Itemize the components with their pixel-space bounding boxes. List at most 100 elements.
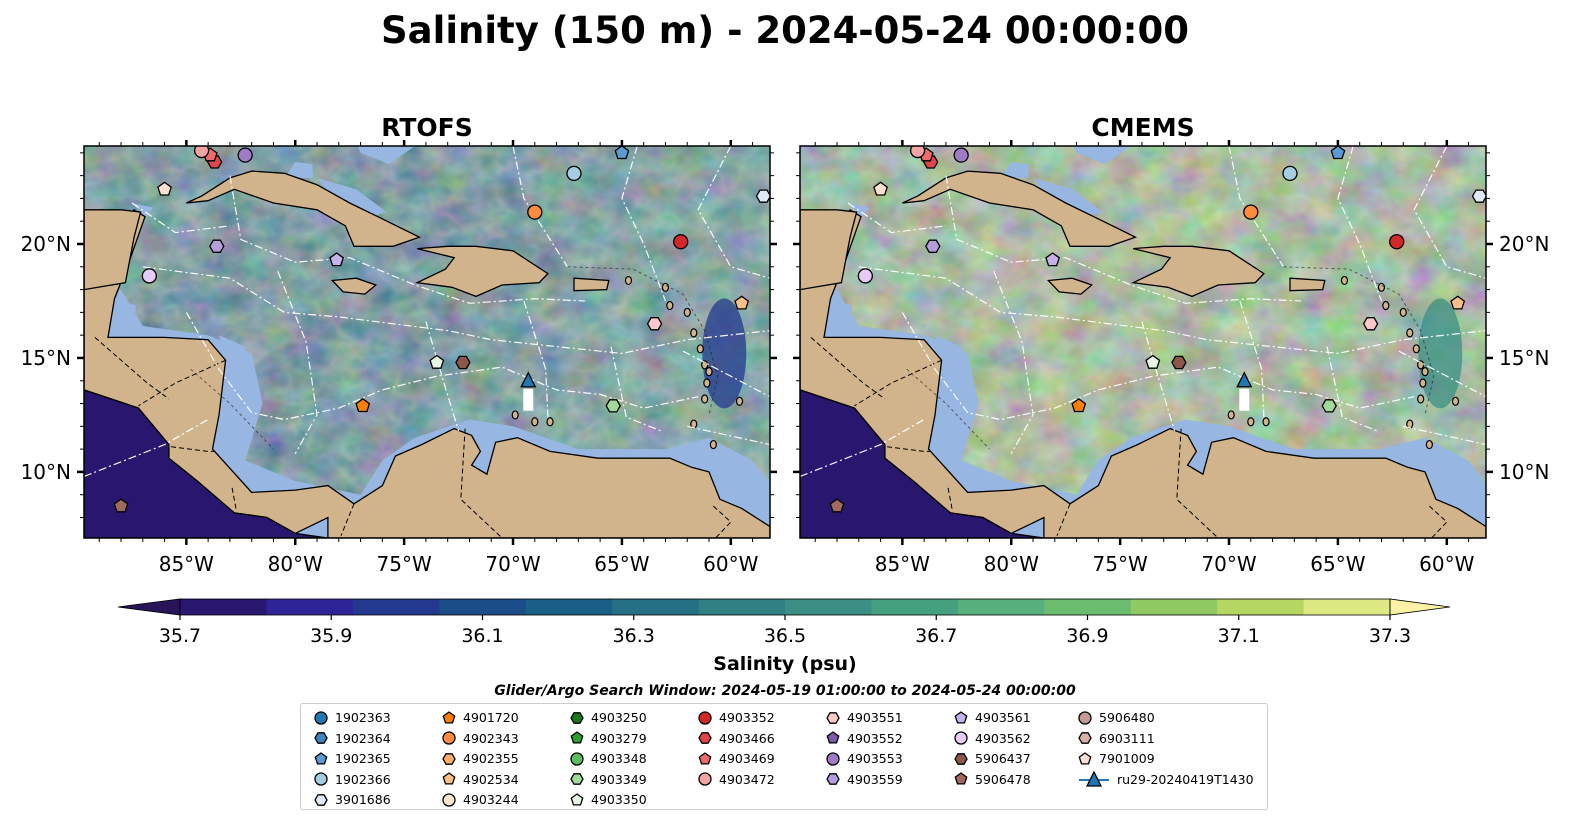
small-island <box>1417 360 1425 370</box>
triangle-marker-icon <box>1079 771 1109 787</box>
lon-tick-label: 85°W <box>159 552 214 576</box>
land-yucatan <box>800 209 858 291</box>
pentagon-marker-icon <box>570 792 584 806</box>
legend-label: 4901720 <box>463 710 519 725</box>
lat-tick-label: 10°N <box>1499 460 1549 484</box>
eez-boundary <box>512 146 569 268</box>
eez-boundary <box>131 202 230 234</box>
colorbar-segment <box>957 599 1045 615</box>
small-island <box>1382 300 1390 311</box>
legend-item: 4903244 <box>441 790 519 809</box>
legend-marker <box>314 710 328 725</box>
glider-track <box>1239 388 1250 411</box>
legend-item: 4903553 <box>825 749 903 768</box>
small-island <box>683 307 691 317</box>
legend-item: 4903466 <box>697 729 775 748</box>
small-island <box>666 300 674 311</box>
float-marker <box>1362 317 1379 331</box>
low-salinity-patch <box>702 298 747 409</box>
legend-item: 5906478 <box>953 770 1031 789</box>
pentagon-marker-icon <box>954 710 968 724</box>
small-island <box>1421 367 1429 377</box>
legend-label: 4903244 <box>463 792 519 807</box>
colorbar-tick-label: 37.3 <box>1369 625 1411 647</box>
legend-marker <box>826 731 840 744</box>
legend-marker <box>826 711 840 724</box>
country-border <box>138 359 226 407</box>
map-frame <box>83 145 771 539</box>
lon-tick-label: 75°W <box>377 552 432 576</box>
country-border <box>854 359 942 407</box>
figure-title: Salinity (150 m) - 2024-05-24 00:00:00 <box>381 9 1189 52</box>
legend-label: 5906480 <box>1099 710 1155 725</box>
legend-label: 4903279 <box>591 730 647 746</box>
legend-item: 4903250 <box>569 708 647 727</box>
rtofs-map-panel: 85°W 80°W 75°W 70°W 65°W 60°W 10°N 15°N 20°N RTOF… <box>21 113 777 576</box>
eez-boundary <box>858 266 1486 355</box>
float-marker <box>829 498 845 513</box>
shelf-area <box>1073 146 1131 165</box>
land-hispaniola <box>1130 245 1265 298</box>
float-marker <box>925 239 941 253</box>
legend-item: 4903350 <box>569 790 647 809</box>
pacific-ocean <box>800 389 1044 538</box>
small-island <box>1227 410 1235 420</box>
hexagon-marker-icon <box>698 732 712 744</box>
legend-marker <box>442 772 456 785</box>
small-island <box>1419 378 1427 388</box>
circle-marker-icon <box>442 731 456 745</box>
float-marker <box>1471 189 1486 203</box>
float-marker <box>734 295 750 310</box>
legend-label: 4903469 <box>719 751 775 766</box>
float-marker <box>1450 295 1466 310</box>
hexagon-marker-icon <box>570 773 584 785</box>
float-marker <box>953 147 969 163</box>
panel-title: CMEMS <box>1091 113 1194 142</box>
legend-item: 3901686 <box>313 790 391 809</box>
legend-item: 4902355 <box>441 749 519 768</box>
pentagon-marker-icon <box>954 772 968 785</box>
small-island <box>511 410 519 420</box>
legend-marker <box>442 752 456 765</box>
pentagon-marker-icon <box>314 751 328 765</box>
eez-boundary <box>901 312 1415 421</box>
circle-marker-icon <box>314 710 328 725</box>
float-marker <box>209 239 225 253</box>
map-frame <box>799 145 1487 539</box>
legend-marker <box>442 792 456 807</box>
circle-marker-icon <box>314 772 328 786</box>
legend-item: 4901720 <box>441 708 519 727</box>
legend-label: 4903552 <box>847 730 903 746</box>
float-marker <box>857 268 873 284</box>
legend-item: 1902363 <box>313 708 391 727</box>
float-marker <box>527 204 543 220</box>
circle-marker-icon <box>570 751 584 766</box>
colorbar-segment <box>1044 599 1132 615</box>
small-island <box>701 394 709 404</box>
shelf-area <box>1000 162 1029 178</box>
float-marker <box>157 181 172 196</box>
legend-marker <box>570 773 584 785</box>
small-island <box>696 344 704 354</box>
legend-marker <box>1078 751 1092 765</box>
pentagon-marker-icon <box>1078 751 1092 765</box>
eez-boundary <box>993 271 1034 454</box>
hexagon-marker-icon <box>826 773 840 785</box>
small-island <box>709 439 717 450</box>
lon-tick-label: 65°W <box>1310 552 1365 576</box>
hexagon-marker-icon <box>826 711 840 724</box>
legend-marker <box>570 731 584 744</box>
float-marker <box>566 165 582 181</box>
search-window-text: Glider/Argo Search Window: 2024-05-19 01… <box>494 683 1076 699</box>
map-area <box>800 146 1486 538</box>
legend-marker <box>1078 710 1092 725</box>
colorbar-segment <box>1130 599 1218 615</box>
colorbar-tick-label: 36.3 <box>613 625 655 647</box>
eez-boundary <box>1141 321 1176 432</box>
colorbar-segment <box>612 599 700 615</box>
colorbar-segment <box>180 599 267 615</box>
legend-item: ru29-20240419T1430 <box>1077 770 1254 789</box>
small-island <box>1451 396 1460 406</box>
circle-marker-icon <box>826 751 840 766</box>
